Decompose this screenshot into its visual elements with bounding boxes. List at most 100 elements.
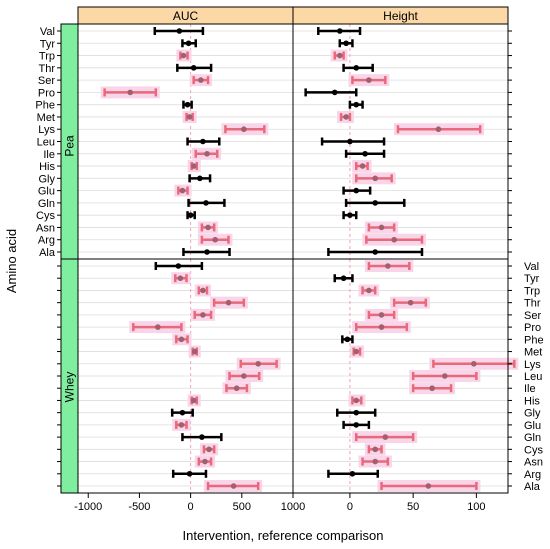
point-estimate	[184, 101, 191, 108]
point-estimate	[198, 77, 204, 83]
point-estimate	[180, 52, 187, 59]
strip-label: Pea	[63, 135, 77, 157]
point-estimate	[177, 275, 184, 282]
point-estimate	[212, 236, 218, 243]
point-estimate	[185, 40, 192, 47]
point-estimate	[331, 89, 338, 96]
y-tick-label: Ala	[524, 481, 541, 493]
y-tick-label: Lys	[524, 359, 541, 371]
point-estimate	[230, 483, 237, 489]
panels: AUC Height Pea Whey	[60, 6, 509, 494]
x-axis-title: Intervention, reference comparison	[183, 528, 384, 543]
point-estimate	[372, 458, 379, 465]
point-estimate	[190, 163, 197, 169]
point-estimate	[200, 312, 206, 318]
point-estimate	[353, 397, 360, 404]
x-tick-label: -1000	[74, 501, 102, 513]
y-tick-label: Thr	[524, 298, 541, 310]
y-tick-label: Asn	[524, 457, 543, 469]
y-tick-label: Ile	[43, 149, 55, 161]
point-estimate	[349, 470, 356, 477]
point-estimate	[155, 324, 161, 330]
y-tick-label: Trp	[524, 285, 540, 297]
y-tick-label: Met	[524, 347, 542, 359]
point-estimate	[366, 287, 372, 294]
y-tick-label: Gly	[39, 173, 56, 185]
point-estimate	[190, 65, 197, 71]
y-tick-label: Gln	[524, 432, 541, 444]
y-tick-label: Tyr	[40, 38, 56, 50]
point-estimate	[175, 263, 182, 269]
panel-header-label: Height	[383, 9, 418, 23]
y-tick-label: Gln	[38, 198, 55, 210]
point-estimate	[186, 470, 193, 477]
point-estimate	[204, 150, 210, 157]
point-estimate	[347, 138, 353, 145]
point-estimate	[353, 348, 360, 355]
point-estimate	[197, 175, 203, 182]
y-tick-label: Arg	[524, 469, 541, 481]
point-estimate	[178, 422, 185, 428]
chart-marks	[100, 27, 519, 492]
y-tick-label: Trp	[39, 51, 55, 63]
y-tick-label: Phe	[35, 100, 55, 112]
x-tick-label: 100	[467, 501, 485, 513]
point-estimate	[344, 336, 351, 343]
point-estimate	[343, 40, 349, 47]
point-estimate	[359, 163, 366, 169]
point-estimate	[179, 187, 186, 194]
point-estimate	[362, 150, 368, 157]
x-tick-label: 1000	[281, 501, 305, 513]
point-estimate	[425, 483, 432, 489]
y-tick-label: His	[39, 161, 55, 173]
y-tick-label: Ala	[39, 247, 56, 259]
point-estimate	[206, 446, 212, 453]
y-tick-label: Pro	[524, 322, 541, 334]
y-tick-label: Pro	[38, 87, 55, 99]
point-estimate	[378, 224, 385, 231]
point-estimate	[429, 385, 435, 392]
point-estimate	[378, 312, 385, 318]
point-estimate	[178, 336, 185, 343]
point-estimate	[233, 385, 240, 392]
point-estimate	[353, 65, 360, 71]
y-tick-label: Cys	[524, 444, 543, 456]
point-estimate	[435, 126, 442, 133]
y-tick-label: Asn	[36, 222, 55, 234]
point-estimate	[200, 138, 206, 145]
y-tick-label: Phe	[524, 334, 544, 346]
y-tick-label: Glu	[38, 186, 55, 198]
y-tick-label: Gly	[524, 408, 541, 420]
point-estimate	[471, 360, 477, 367]
y-tick-label: Leu	[37, 137, 55, 149]
y-tick-label: Val	[40, 26, 55, 38]
y-tick-label: Lys	[38, 124, 55, 136]
axes: ValValTyrTyrTrpTrpThrThrSerSerProProPheP…	[35, 26, 543, 513]
point-estimate	[186, 114, 193, 120]
y-tick-label: Met	[37, 112, 55, 124]
point-estimate	[343, 114, 349, 120]
x-tick-label: 0	[347, 501, 353, 513]
point-estimate	[391, 236, 397, 243]
point-estimate	[366, 77, 372, 83]
point-estimate	[382, 434, 389, 440]
y-tick-label: Ile	[524, 383, 536, 395]
point-estimate	[407, 299, 414, 306]
y-tick-label: Ser	[38, 75, 55, 87]
y-tick-label: Val	[524, 261, 539, 273]
y-tick-label: Ser	[524, 310, 541, 322]
x-tick-label: -500	[128, 501, 150, 513]
point-estimate	[372, 175, 379, 182]
point-estimate	[378, 324, 385, 330]
point-estimate	[441, 373, 448, 379]
point-estimate	[179, 409, 186, 416]
y-tick-label: Leu	[524, 371, 542, 383]
point-estimate	[255, 360, 261, 367]
point-estimate	[336, 52, 343, 59]
x-tick-label: 50	[407, 501, 419, 513]
point-estimate	[241, 126, 247, 133]
point-estimate	[353, 101, 360, 108]
strip-label: Whey	[63, 372, 77, 403]
point-estimate	[190, 397, 197, 404]
